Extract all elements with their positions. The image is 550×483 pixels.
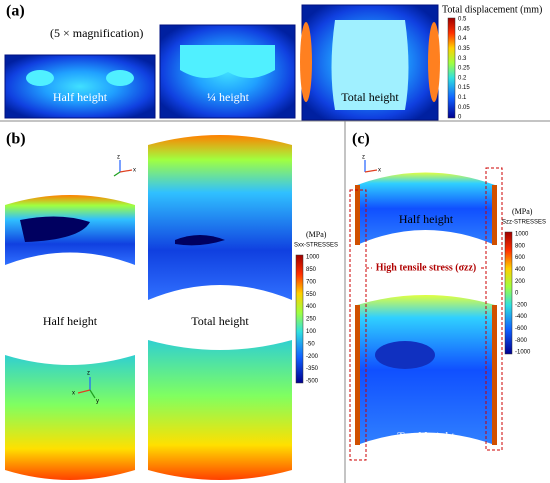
colorbar-tick-label: 250 [306, 317, 317, 323]
colorbar-tick-label: -400 [515, 314, 528, 320]
axis-label: y [96, 399, 99, 405]
colorbar-tick-label: -600 [515, 326, 528, 332]
axis-label: z [362, 155, 365, 161]
contour [375, 341, 435, 369]
annotation: (5 × magnification) [50, 26, 143, 40]
axes-triad: z x [362, 155, 381, 174]
contour [355, 185, 360, 245]
colorbar-tick-label: 0.35 [458, 46, 470, 52]
colorbar-tick-label: 0 [515, 291, 519, 297]
specimen-label: Total height [341, 90, 399, 104]
panel-label: (c) [352, 131, 370, 148]
colorbar-ticks: 1000 800 600 400 200 0 -200 -400 -600 -800 -1000 [515, 232, 531, 356]
axes-triad: z x z x y [72, 155, 136, 405]
axis-label: x [378, 168, 381, 174]
contour [492, 185, 497, 245]
colorbar-tick-label: 100 [306, 329, 317, 335]
colorbar-tick-label: 0.25 [458, 66, 470, 72]
shell [5, 355, 135, 480]
highlight-box [485, 167, 503, 451]
contour [300, 22, 312, 102]
panel-label: (b) [6, 131, 26, 148]
colorbar-tick-label: 0.3 [458, 56, 467, 62]
colorbar-tick-label: 700 [306, 279, 317, 285]
colorbar-title: Szz-STRESSES [502, 220, 546, 226]
colorbar-unit: (MPa) [512, 207, 533, 216]
colorbar-ticks: 1000 850 700 550 400 250 100 -50 -200 -350 -500 [306, 255, 320, 385]
annotation: High tensile stress (σzz) [376, 262, 477, 273]
panel-label: (a) [6, 3, 25, 20]
colorbar-tick-label: 0.45 [458, 26, 470, 32]
colorbar-tick-label: 1000 [515, 232, 529, 238]
colorbar [447, 17, 456, 119]
colorbar-tick-label: 550 [306, 292, 317, 298]
axis-label: z [87, 371, 90, 377]
contour [106, 70, 134, 86]
colorbar-title: Sxx-STRESSES [294, 243, 338, 249]
shell [148, 340, 292, 480]
colorbar-unit: (MPa) [306, 230, 327, 239]
specimen-half [4, 54, 156, 119]
colorbar-tick-label: -200 [515, 302, 528, 308]
colorbar-title: Total displacement (mm) [442, 4, 542, 15]
colorbar-tick-label: 850 [306, 267, 317, 273]
colorbar-tick-label: -200 [306, 354, 319, 360]
colorbar-ticks: 0.5 0.45 0.4 0.35 0.3 0.25 0.2 0.15 0.1 0.05 0 [458, 17, 470, 121]
colorbar-tick-label: -50 [306, 341, 315, 347]
colorbar-tick-label: 400 [306, 304, 317, 310]
specimen-label: Half height [43, 314, 98, 328]
specimen-label: ¼ height [207, 90, 250, 104]
colorbar-tick-label: 600 [515, 255, 526, 261]
shell [357, 295, 495, 445]
panel-a: (a) (5 × magnification) Half height ¼ he… [0, 3, 550, 122]
contour [180, 45, 275, 79]
shell [357, 172, 495, 245]
panel-b: (b) Half height Total height z x z x y (… [5, 121, 346, 483]
specimen-label: Total height [397, 429, 455, 443]
contour [355, 305, 360, 445]
axis-label: x [133, 168, 136, 174]
colorbar-tick-label: 0.15 [458, 85, 470, 91]
colorbar-tick-label: 400 [515, 267, 526, 273]
contour [20, 216, 90, 242]
colorbar-tick-label: 1000 [306, 255, 320, 261]
colorbar-tick-label: 0.05 [458, 105, 470, 111]
contour [175, 235, 225, 246]
axis-label: z [117, 155, 120, 161]
colorbar-tick-label: 200 [515, 279, 526, 285]
colorbar-tick-label: 0.1 [458, 95, 467, 101]
colorbar-tick-label: -1000 [515, 350, 531, 356]
label-bg [372, 261, 480, 275]
specimen-label: Total height [191, 314, 249, 328]
contour [492, 305, 497, 445]
colorbar-tick-label: -350 [306, 366, 319, 372]
panel-c: (c) High tensile stress (σzz) Half heigh… [349, 131, 546, 461]
specimen-label: Half height [399, 212, 454, 226]
colorbar-tick-label: 0.2 [458, 75, 467, 81]
colorbar-tick-label: 0.5 [458, 17, 467, 23]
colorbar [295, 254, 304, 384]
shell [148, 135, 292, 300]
colorbar-tick-label: 0.4 [458, 36, 467, 42]
specimen-label: Half height [53, 90, 108, 104]
contour [428, 22, 440, 102]
colorbar-tick-label: -500 [306, 379, 319, 385]
colorbar-tick-label: 800 [515, 243, 526, 249]
colorbar-tick-label: -800 [515, 338, 528, 344]
colorbar-tick-label: 0 [458, 115, 462, 121]
contour [26, 70, 54, 86]
axis-label: x [72, 391, 75, 397]
colorbar [504, 231, 513, 355]
contour [331, 20, 409, 110]
highlight-box [349, 189, 367, 461]
